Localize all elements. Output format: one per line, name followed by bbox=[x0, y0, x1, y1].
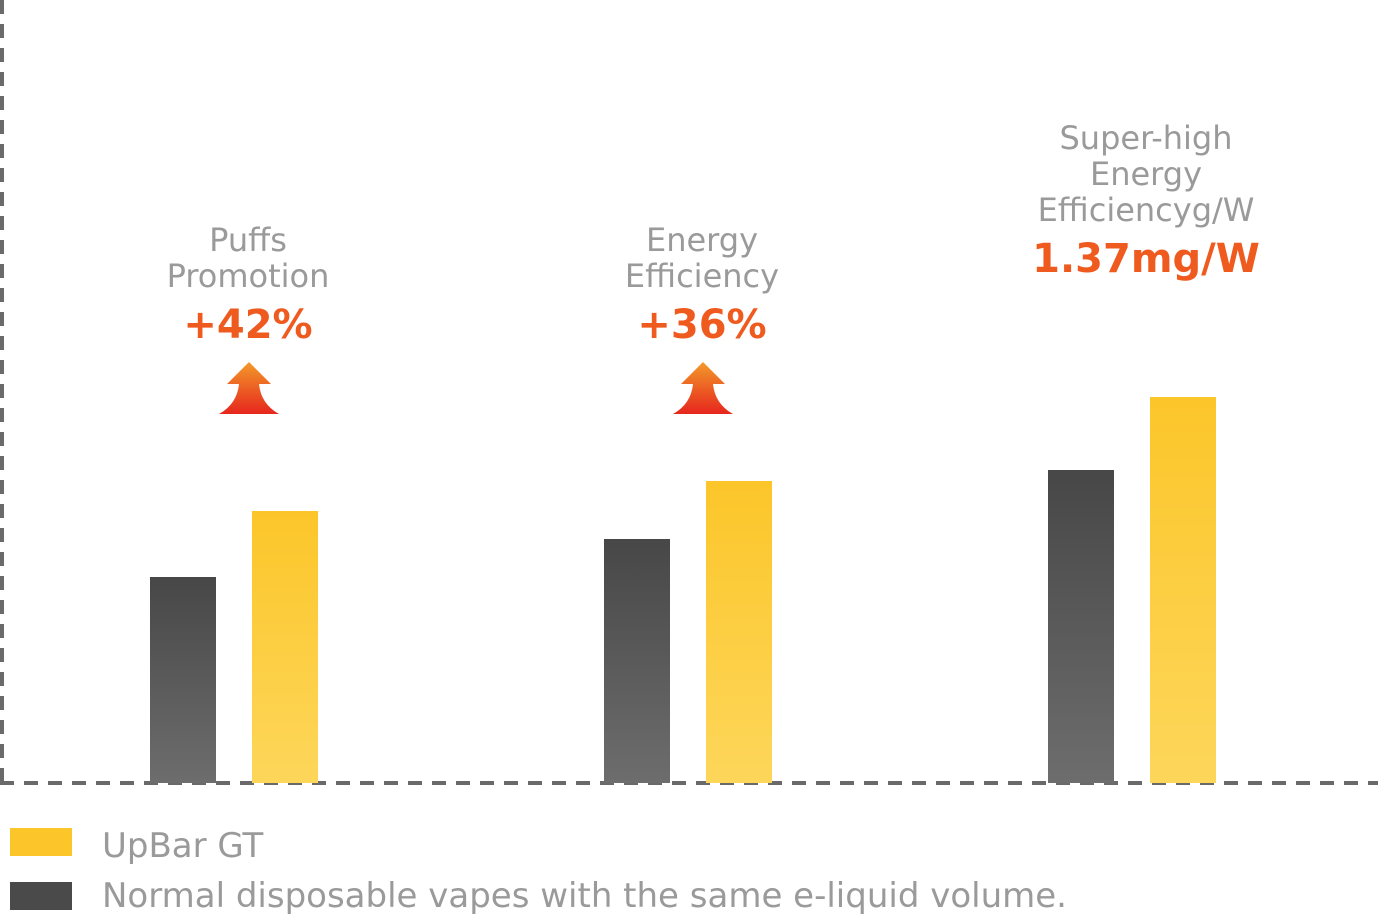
category-label-1: Puffs Promotion bbox=[166, 221, 330, 295]
bar-normal-1 bbox=[150, 577, 216, 783]
annotation-value-3: 1.37mg/W bbox=[1032, 236, 1260, 282]
category-label-2: Energy Efficiency bbox=[624, 221, 780, 295]
up-arrow-icon bbox=[219, 362, 279, 414]
annotation-value-2: +36% bbox=[637, 302, 767, 348]
bar-upbar-1 bbox=[252, 511, 318, 783]
legend-swatch-upbar bbox=[10, 828, 72, 856]
legend-label-upbar: UpBar GT bbox=[102, 826, 264, 866]
legend-swatch-normal bbox=[10, 882, 72, 910]
bar-normal-2 bbox=[604, 539, 670, 783]
annotation-value-1: +42% bbox=[183, 302, 313, 348]
up-arrow-icon bbox=[673, 362, 733, 414]
bar-upbar-3 bbox=[1150, 397, 1216, 783]
category-label-3: Super-high Energy Efficiencyg/W bbox=[1037, 119, 1255, 229]
bars-layer bbox=[150, 397, 1216, 783]
bar-upbar-2 bbox=[706, 481, 772, 783]
legend-label-normal: Normal disposable vapes with the same e-… bbox=[102, 876, 1067, 916]
bar-chart bbox=[0, 0, 1378, 785]
bar-normal-3 bbox=[1048, 470, 1114, 783]
arrows-layer bbox=[219, 362, 733, 414]
